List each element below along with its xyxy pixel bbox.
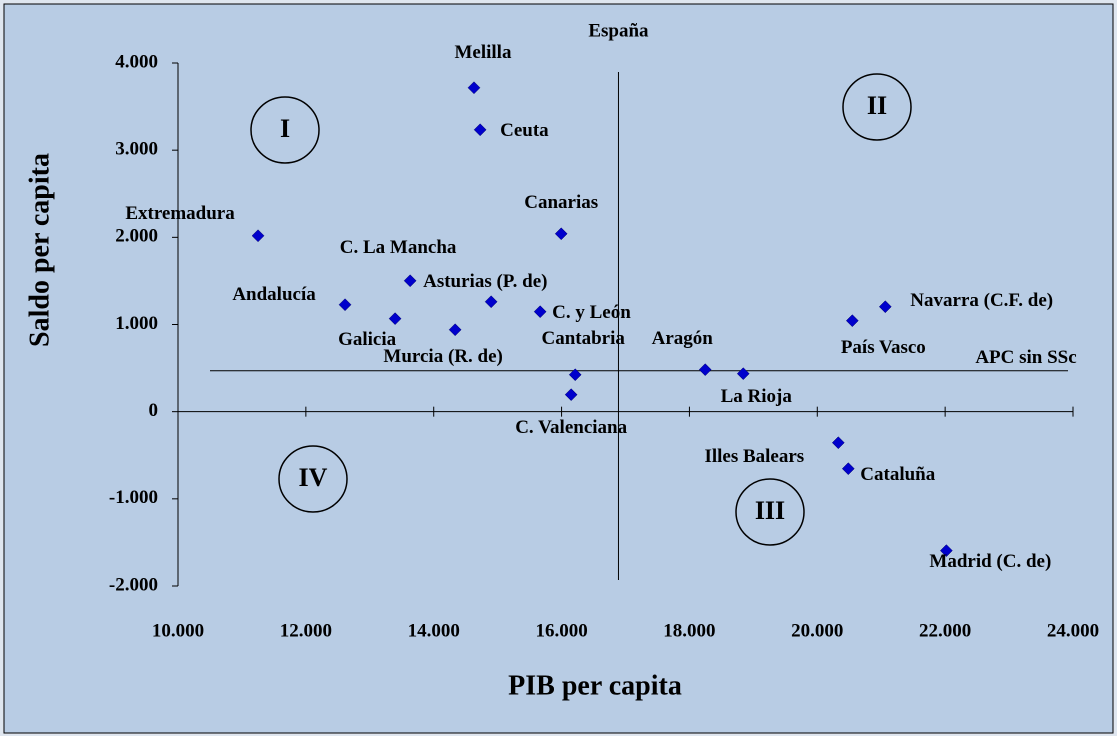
point-label: Extremadura (125, 203, 235, 224)
point-label: Ceuta (500, 120, 549, 141)
quadrant-label: II (867, 91, 887, 120)
point (533, 305, 547, 319)
y-tick-label: -1.000 (109, 487, 158, 508)
y-tick-label: 1.000 (115, 313, 158, 334)
x-tick-label: 12.000 (280, 620, 332, 641)
point-label: Illes Balears (704, 446, 804, 467)
y-axis-title: Saldo per capita (24, 153, 55, 347)
reference-label: España (588, 20, 649, 41)
x-tick-label: 24.000 (1047, 620, 1099, 641)
x-tick-label: 22.000 (919, 620, 971, 641)
point (831, 436, 845, 450)
point-label: Murcia (R. de) (383, 346, 502, 367)
point (251, 229, 265, 243)
point-label: Galicia (338, 329, 397, 350)
point (878, 300, 892, 314)
x-axis-title: PIB per capita (508, 670, 682, 701)
x-tick-label: 18.000 (663, 620, 715, 641)
point (568, 368, 582, 382)
point (448, 323, 462, 337)
x-tick-label: 16.000 (535, 620, 587, 641)
point (473, 123, 487, 137)
y-tick-label: 3.000 (115, 139, 158, 160)
point (845, 314, 859, 328)
point (403, 274, 417, 288)
plot-background (3, 3, 1114, 734)
y-tick-label: -2.000 (109, 574, 158, 595)
point-label: C. y León (552, 302, 631, 323)
point-label: La Rioja (721, 386, 793, 407)
point-label: Cantabria (541, 328, 625, 349)
point-label: Asturias (P. de) (423, 271, 547, 292)
point (736, 367, 750, 381)
point (841, 462, 855, 476)
x-tick-label: 20.000 (791, 620, 843, 641)
quadrant-circle (278, 445, 348, 513)
quadrant-circle (250, 96, 320, 164)
x-tick-label: 10.000 (152, 620, 204, 641)
quadrant-label: IV (299, 463, 328, 492)
point (564, 388, 578, 402)
point (940, 544, 953, 557)
point (554, 227, 568, 241)
point-label: Aragón (652, 328, 714, 349)
y-tick-label: 2.000 (115, 226, 158, 247)
point-label: Canarias (524, 192, 598, 213)
point-label: C. La Mancha (340, 237, 457, 258)
point-label: Andalucía (232, 284, 316, 305)
point (698, 363, 712, 377)
quadrant-circle (735, 478, 805, 546)
point (338, 298, 352, 312)
point (467, 81, 481, 95)
quadrant-circle (842, 73, 912, 141)
y-tick-label: 0 (149, 400, 159, 421)
point-label: Melilla (454, 42, 511, 63)
point-label: Cataluña (860, 464, 935, 485)
y-tick-label: 4.000 (115, 51, 158, 72)
point-label: C. Valenciana (515, 417, 627, 438)
point-label: País Vasco (841, 337, 926, 358)
point (388, 312, 402, 326)
quadrant-label: I (280, 114, 290, 143)
point-label: Madrid (C. de) (929, 551, 1051, 572)
point (484, 295, 498, 309)
point-label: Navarra (C.F. de) (910, 290, 1053, 311)
quadrant-label: III (755, 496, 785, 525)
x-tick-label: 14.000 (408, 620, 460, 641)
reference-label: APC sin SSc (975, 347, 1076, 368)
